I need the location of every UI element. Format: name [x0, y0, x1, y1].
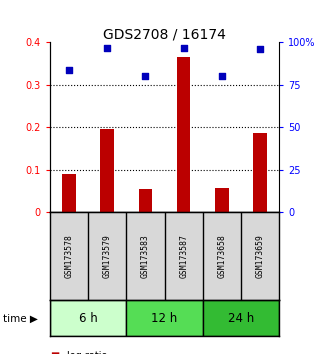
Point	[181, 45, 186, 50]
Bar	[100, 129, 114, 212]
Text: GSM173658: GSM173658	[217, 235, 226, 278]
Point	[66, 67, 72, 73]
Point	[105, 45, 110, 50]
Text: GSM173587: GSM173587	[179, 235, 188, 278]
Point	[219, 74, 224, 79]
Text: log ratio: log ratio	[67, 351, 108, 354]
Bar	[215, 188, 229, 212]
Text: GSM173583: GSM173583	[141, 235, 150, 278]
Bar	[254, 133, 267, 212]
Text: ■: ■	[50, 351, 59, 354]
Point	[257, 46, 263, 52]
Text: GSM173579: GSM173579	[103, 235, 112, 278]
Text: 12 h: 12 h	[152, 312, 178, 325]
Text: GSM173578: GSM173578	[65, 235, 74, 278]
Bar	[203, 301, 279, 337]
Bar	[126, 301, 203, 337]
Bar	[139, 189, 152, 212]
Bar	[50, 301, 126, 337]
Bar	[177, 57, 190, 212]
Title: GDS2708 / 16174: GDS2708 / 16174	[103, 27, 226, 41]
Bar	[62, 174, 75, 212]
Text: 6 h: 6 h	[79, 312, 97, 325]
Text: GSM173659: GSM173659	[256, 235, 265, 278]
Text: time ▶: time ▶	[3, 314, 38, 324]
Point	[143, 74, 148, 79]
Text: 24 h: 24 h	[228, 312, 254, 325]
